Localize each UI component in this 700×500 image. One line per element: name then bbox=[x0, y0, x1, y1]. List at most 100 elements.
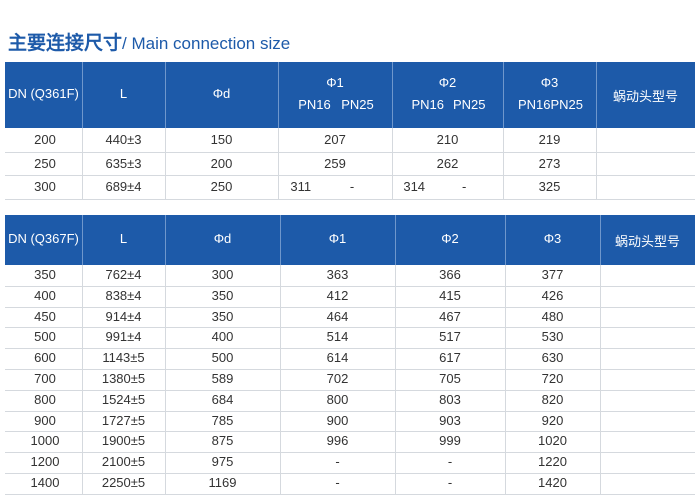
cell: 325 bbox=[538, 179, 561, 194]
header-sub: PN16 bbox=[298, 97, 331, 112]
cell: 689±4 bbox=[105, 179, 142, 194]
cell: 600 bbox=[34, 350, 56, 366]
row-line bbox=[5, 493, 695, 495]
cell: 684 bbox=[211, 391, 234, 407]
header-cell: Φ3 bbox=[540, 75, 559, 90]
cell: 517 bbox=[439, 329, 461, 345]
header-cell: Φd bbox=[212, 86, 231, 101]
row-line bbox=[5, 151, 695, 153]
cell: 273 bbox=[538, 155, 561, 171]
cell: 450 bbox=[34, 308, 56, 324]
cell: 311 bbox=[290, 179, 312, 194]
cell: 1020 bbox=[538, 433, 567, 449]
row-line bbox=[5, 431, 695, 433]
cell: 350 bbox=[34, 267, 56, 282]
cell: 630 bbox=[541, 350, 564, 366]
cell: 762±4 bbox=[105, 267, 142, 282]
cell: 1169 bbox=[208, 475, 237, 490]
col-line bbox=[165, 128, 166, 199]
row-line bbox=[5, 389, 695, 391]
header-bg bbox=[5, 62, 695, 128]
cell: 617 bbox=[439, 350, 461, 366]
header-divider bbox=[82, 62, 83, 128]
cell: 363 bbox=[326, 267, 349, 282]
cell: 785 bbox=[211, 412, 234, 428]
header-divider bbox=[280, 215, 281, 265]
header-divider bbox=[82, 215, 83, 265]
cell: 900 bbox=[326, 412, 349, 428]
cell: 1400 bbox=[30, 475, 60, 490]
cell: 614 bbox=[326, 350, 349, 366]
header-cell: 蜗动头型号 bbox=[614, 234, 680, 249]
header-divider bbox=[503, 62, 504, 128]
header-cell: Φ1 bbox=[326, 75, 344, 90]
cell: 1727±5 bbox=[101, 412, 146, 428]
cell: 464 bbox=[326, 308, 349, 324]
cell: 500 bbox=[211, 350, 234, 366]
cell: 300 bbox=[211, 267, 234, 282]
row-line bbox=[5, 410, 695, 412]
cell: 720 bbox=[541, 371, 564, 386]
col-line bbox=[165, 265, 166, 494]
cell: 705 bbox=[439, 371, 461, 386]
cell: 150 bbox=[210, 132, 233, 147]
cell: 219 bbox=[538, 132, 561, 147]
cell: 426 bbox=[541, 287, 564, 303]
header-cell: Φ2 bbox=[438, 75, 457, 90]
cell: 1200 bbox=[30, 454, 60, 470]
cell: 210 bbox=[436, 132, 459, 147]
col-line bbox=[392, 128, 393, 199]
header-divider bbox=[278, 62, 279, 128]
header-cell: Φ3 bbox=[543, 231, 562, 246]
cell: 875 bbox=[211, 433, 234, 449]
header-cell: DN (Q361F) bbox=[8, 86, 79, 101]
header-cell: 蜗动头型号 bbox=[612, 89, 678, 104]
header-sub: PN25 bbox=[341, 97, 374, 112]
cell: 250 bbox=[210, 179, 233, 194]
cell: 400 bbox=[211, 329, 234, 345]
cell: 1420 bbox=[538, 475, 567, 490]
header-divider bbox=[165, 62, 166, 128]
row-line bbox=[5, 198, 695, 200]
col-line bbox=[278, 128, 279, 199]
header-cell: Φ2 bbox=[441, 231, 459, 246]
cell: 207 bbox=[324, 132, 346, 147]
cell: 2100±5 bbox=[101, 454, 146, 470]
row-line bbox=[5, 348, 695, 350]
cell: - bbox=[447, 475, 453, 490]
cell: 480 bbox=[541, 308, 564, 324]
col-line bbox=[280, 265, 281, 494]
cell: 700 bbox=[34, 371, 56, 386]
cell: 996 bbox=[326, 433, 349, 449]
col-line bbox=[82, 128, 83, 199]
header-cell: L bbox=[119, 86, 128, 101]
cell: 635±3 bbox=[105, 155, 142, 171]
cell: 250 bbox=[34, 155, 56, 171]
row-line bbox=[5, 285, 695, 287]
cell: - bbox=[461, 179, 467, 194]
cell: 350 bbox=[211, 308, 234, 324]
header-bg bbox=[5, 215, 695, 265]
cell: - bbox=[349, 179, 355, 194]
cell: 920 bbox=[541, 412, 564, 428]
cell: 530 bbox=[541, 329, 564, 345]
header-divider bbox=[392, 62, 393, 128]
cell: 262 bbox=[436, 155, 459, 171]
header-cell: DN (Q367F) bbox=[8, 231, 79, 246]
cell: - bbox=[335, 475, 340, 490]
cell: 1000 bbox=[30, 433, 60, 449]
cell: 702 bbox=[326, 371, 349, 386]
cell: 991±4 bbox=[105, 329, 142, 345]
cell: 903 bbox=[439, 412, 461, 428]
header-divider bbox=[596, 62, 597, 128]
cell: - bbox=[335, 454, 340, 470]
col-line bbox=[82, 265, 83, 494]
cell: 589 bbox=[211, 371, 234, 386]
header-divider bbox=[165, 215, 166, 265]
row-line bbox=[5, 175, 695, 176]
cell: 803 bbox=[439, 391, 461, 407]
cell: 1380±5 bbox=[101, 371, 146, 386]
cell: 914±4 bbox=[105, 308, 142, 324]
cell: 800 bbox=[34, 391, 56, 407]
